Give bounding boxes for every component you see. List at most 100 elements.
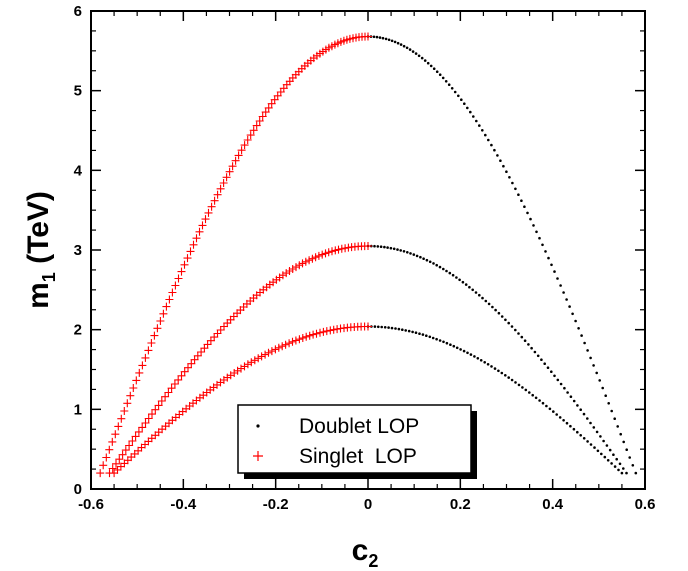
doublet-data-point (411, 330, 414, 334)
singlet-data-point (121, 446, 130, 455)
singlet-data-point (258, 112, 267, 121)
doublet-data-point (556, 378, 560, 382)
singlet-data-point (255, 117, 264, 125)
singlet-data-point (138, 361, 147, 370)
doublet-data-point (592, 426, 596, 429)
singlet-data-point (246, 131, 255, 140)
doublet-data-point (556, 277, 559, 280)
doublet-data-point (379, 245, 383, 248)
doublet-data-point (490, 365, 493, 368)
doublet-data-point (499, 159, 502, 162)
doublet-data-point (562, 291, 565, 294)
singlet-data-point (333, 325, 342, 334)
doublet-data-point (605, 444, 609, 447)
singlet-data-point (223, 319, 232, 328)
singlet-data-point (264, 103, 273, 112)
singlet-data-point (220, 322, 228, 331)
singlet-data-point (129, 384, 138, 392)
doublet-data-point (435, 70, 439, 73)
singlet-data-point (192, 234, 201, 243)
y-tick-label: 6 (74, 3, 82, 20)
doublet-data-point (449, 343, 452, 347)
singlet-data-point (108, 437, 117, 446)
singlet-data-point (162, 302, 171, 311)
singlet-data-point (201, 215, 210, 224)
singlet-data-point (170, 380, 179, 388)
doublet-data-point (536, 354, 540, 358)
singlet-data-point (216, 326, 225, 334)
doublet-data-point (426, 61, 430, 65)
doublet-data-point (586, 349, 589, 352)
doublet-data-point (496, 154, 499, 157)
doublet-data-point (559, 382, 563, 386)
doublet-data-point (600, 452, 603, 456)
singlet-data-point (305, 256, 314, 265)
legend-marker-singlet (253, 451, 263, 461)
doublet-data-point (491, 305, 494, 309)
singlet-data-point (180, 260, 189, 269)
singlet-data-point (237, 146, 246, 155)
singlet-data-point (278, 271, 287, 280)
x-tick-label: 0.4 (542, 496, 564, 513)
singlet-data-point (187, 359, 196, 368)
singlet-data-point (174, 274, 183, 283)
doublet-data-point (463, 102, 466, 105)
doublet-data-point (455, 346, 459, 350)
doublet-data-point (383, 245, 386, 249)
y-tick-label: 5 (74, 83, 82, 100)
singlet-data-point (135, 368, 144, 377)
doublet-data-point (582, 412, 586, 416)
singlet-data-point (161, 392, 170, 401)
singlet-data-point (213, 190, 222, 199)
doublet-data-point (608, 448, 612, 452)
singlet-data-point (126, 391, 135, 400)
doublet-data-point (441, 76, 445, 80)
singlet-data-point (334, 245, 343, 254)
doublet-data-point (517, 383, 521, 387)
doublet-data-point (425, 334, 428, 338)
doublet-data-point (458, 278, 461, 282)
singlet-data-point (326, 326, 335, 335)
singlet-data-point (295, 335, 304, 344)
doublet-data-point (460, 98, 463, 101)
singlet-data-point (206, 336, 215, 345)
doublet-data-point (428, 260, 432, 264)
singlet-data-point (364, 242, 372, 250)
doublet-data-point (599, 435, 602, 438)
singlet-data-point (301, 257, 310, 266)
doublet-data-point (373, 244, 376, 248)
singlet-data-point (203, 340, 212, 349)
doublet-data-point (402, 44, 406, 48)
doublet-data-point (500, 371, 504, 375)
singlet-data-point (147, 339, 156, 347)
singlet-data-point (240, 362, 249, 371)
doublet-data-point (523, 205, 526, 208)
singlet-data-point (171, 281, 180, 290)
doublet-data-point (619, 432, 622, 436)
singlet-data-point (254, 354, 263, 363)
singlet-data-point (288, 265, 297, 273)
doublet-data-point (417, 54, 421, 58)
doublet-data-point (565, 298, 568, 301)
singlet-data-point (174, 375, 183, 384)
singlet-data-point (183, 254, 192, 263)
doublet-data-point (583, 341, 586, 345)
singlet-data-point (302, 332, 311, 341)
doublet-data-point (425, 258, 429, 262)
doublet-data-point (448, 271, 452, 275)
doublet-data-point (415, 254, 419, 258)
singlet-data-point (252, 121, 261, 130)
y-tick-label: 2 (74, 322, 82, 339)
doublet-data-point (589, 443, 593, 446)
x-tick-label: 0 (364, 496, 372, 513)
doublet-data-point (408, 48, 412, 51)
doublet-data-point (553, 270, 556, 273)
y-tick-label: 1 (74, 401, 82, 418)
doublet-data-point (373, 325, 377, 328)
doublet-data-point (461, 280, 465, 284)
singlet-data-point (364, 322, 372, 331)
singlet-data-point (298, 259, 307, 268)
doublet-data-point (571, 312, 574, 316)
doublet-data-point (634, 471, 638, 475)
